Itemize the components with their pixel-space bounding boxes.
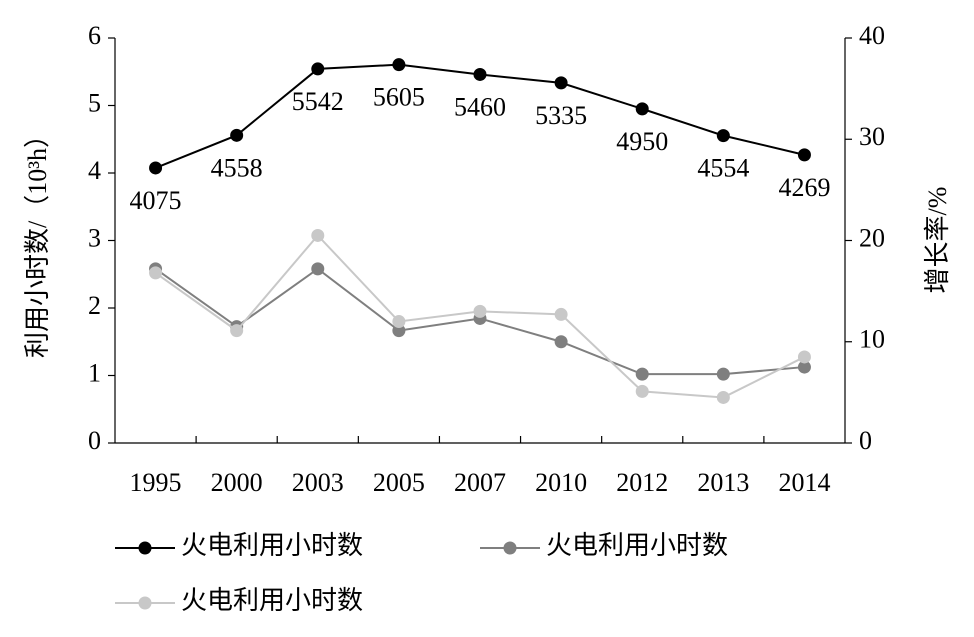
x-tick-label: 2007 [454,468,506,497]
marker [797,350,811,364]
y-tick-label: 4 [88,156,101,185]
y2-tick-label: 20 [859,223,885,252]
y-tick-label: 2 [88,291,101,320]
x-tick-label: 2013 [697,468,749,497]
legend-label: 火电利用小时数 [181,531,363,560]
marker [311,262,325,276]
y2-axis-title: 增长率/% [923,187,952,294]
marker [554,76,568,90]
data-label: 4554 [697,154,749,183]
marker [716,367,730,381]
x-tick-label: 2012 [616,468,668,497]
data-label: 5542 [292,87,344,116]
marker [392,315,406,328]
y-tick-label: 0 [88,426,101,455]
marker [149,161,163,175]
legend-label: 火电利用小时数 [181,586,363,615]
y2-tick-label: 40 [859,21,885,50]
data-label: 4075 [130,186,182,215]
x-tick-label: 2014 [778,468,830,497]
y2-tick-label: 30 [859,122,885,151]
y-tick-label: 5 [88,88,101,117]
marker [392,58,406,72]
marker [797,360,811,374]
marker [473,304,487,318]
marker [473,67,487,81]
marker [311,62,325,76]
marker [554,335,568,349]
y2-tick-label: 10 [859,325,885,354]
marker [797,148,811,162]
marker [635,384,649,398]
x-tick-label: 2000 [211,468,263,497]
data-label: 5605 [373,83,425,112]
marker [149,266,163,280]
legend-marker [138,596,152,610]
data-label: 4950 [616,127,668,156]
marker [230,128,244,142]
legend-marker [138,541,152,555]
data-label: 4269 [778,173,830,202]
data-label: 5335 [535,101,587,130]
data-label: 5460 [454,92,506,121]
marker [716,390,730,404]
y-tick-label: 3 [88,223,101,252]
x-tick-label: 2005 [373,468,425,497]
x-tick-label: 2010 [535,468,587,497]
marker [392,324,406,338]
y-axis-title: 利用小时数/（10³h） [23,122,52,358]
y-tick-label: 1 [88,358,101,387]
y2-tick-label: 0 [859,426,872,455]
marker [554,307,568,321]
marker [230,324,244,338]
x-tick-label: 2003 [292,468,344,497]
marker [716,129,730,143]
y-tick-label: 6 [88,21,101,50]
data-label: 4558 [211,153,263,182]
marker [635,367,649,381]
marker [311,228,325,242]
legend-marker [503,541,517,555]
marker [635,102,649,116]
legend-label: 火电利用小时数 [546,531,728,560]
x-tick-label: 1995 [130,468,182,497]
